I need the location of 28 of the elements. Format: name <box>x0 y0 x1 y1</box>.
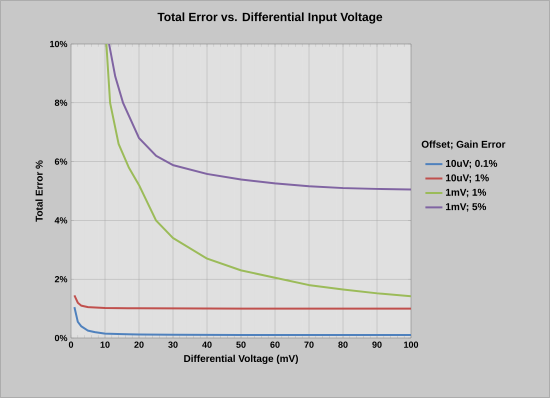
y-tick-label: 4% <box>54 217 68 224</box>
x-tick-label: 100 <box>404 342 418 348</box>
x-axis-title: Differential Voltage (mV) <box>184 354 298 364</box>
legend-label: 1mV; 5% <box>446 203 486 212</box>
line-series <box>105 44 412 298</box>
legend-label: 10uV; 0.1% <box>446 160 498 168</box>
chart-title: Total Error vs. Differential Input Voltage <box>158 12 382 24</box>
y-tick-label: 10% <box>50 40 68 48</box>
legend-title: Offset; Gain Error <box>422 140 506 150</box>
line-series <box>73 294 412 310</box>
x-tick-label: 80 <box>338 342 348 348</box>
x-tick-label: 20 <box>134 342 144 348</box>
x-tick-label: 0 <box>68 342 74 348</box>
legend-label: 10uV; 1% <box>446 174 489 183</box>
y-axis-title: Total Error % <box>35 160 43 222</box>
x-tick-label: 40 <box>202 342 212 348</box>
x-tick-label: 50 <box>236 342 246 348</box>
y-tick-label: 6% <box>54 158 68 165</box>
line-series <box>108 44 412 191</box>
x-tick-label: 10 <box>100 342 110 348</box>
legend-label: 1mV; 1% <box>446 188 486 198</box>
x-tick-label: 90 <box>372 342 382 348</box>
x-tick-label: 60 <box>270 342 280 348</box>
y-tick-label: 2% <box>54 276 68 282</box>
y-tick-label: 0% <box>54 334 68 342</box>
x-tick-label: 70 <box>304 342 314 348</box>
y-tick-label: 8% <box>54 100 68 106</box>
x-tick-label: 30 <box>168 342 178 348</box>
